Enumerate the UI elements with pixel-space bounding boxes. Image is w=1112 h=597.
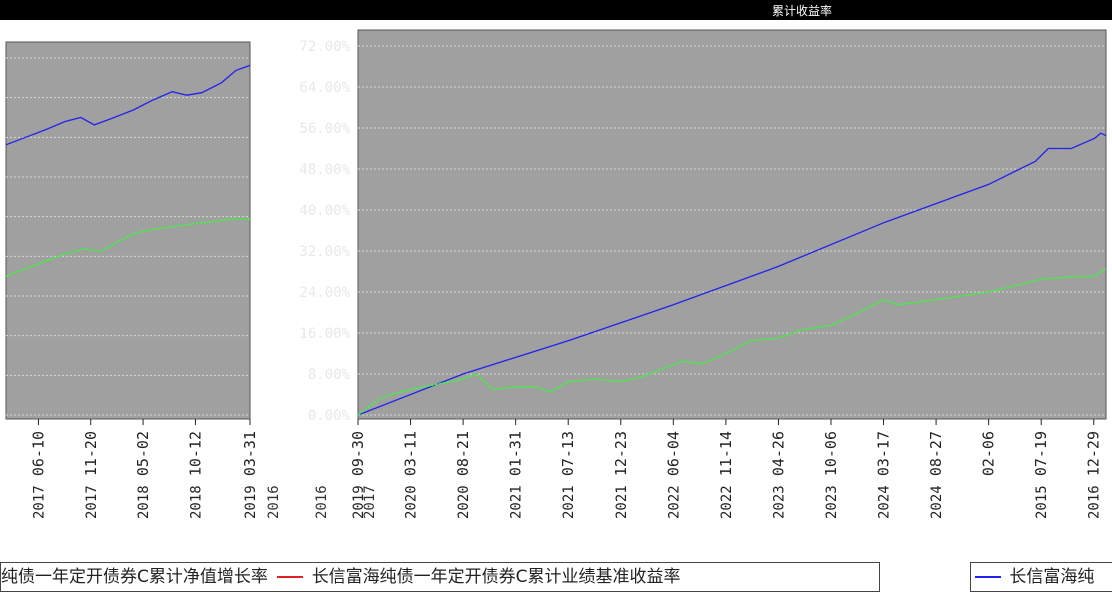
x-year-label: 2016 [266, 485, 282, 519]
left-panel: 06-10 2017 11-20 2017 05-02 2018 10-12 2018 03-3… [5, 41, 378, 519]
x-tick-label: 03-31 [241, 431, 259, 476]
x-year-label: 2022 [666, 485, 682, 519]
x-tick-label: 06-10 [29, 431, 47, 476]
x-year-label: 2015 [1034, 485, 1050, 519]
x-tick-label: 01-31 [507, 431, 525, 476]
x-tick-label: 08-27 [927, 431, 945, 476]
legend-benchmark-label: 长信富海纯债一年定开债券C累计业绩基准收益率 [311, 567, 681, 587]
x-year-label: 2018 [188, 485, 204, 519]
legend-red-swatch [277, 576, 304, 578]
x-tick-label: 03-17 [875, 431, 893, 476]
y-tick-label: 24.00% [299, 285, 350, 301]
y-tick-label: 72.00% [299, 39, 350, 55]
y-tick-label: 56.00% [299, 121, 350, 137]
legend-right-label: 长信富海纯 [1009, 567, 1095, 587]
x-tick-label: 12-29 [1085, 431, 1103, 476]
x-year-label: 2017 [362, 485, 378, 519]
main-plot-area [357, 29, 1107, 420]
x-year-label: 2018 [136, 485, 152, 519]
y-tick-label: 40.00% [299, 203, 350, 219]
x-tick-label: 10-06 [822, 431, 840, 476]
legend-blue-swatch [975, 576, 1001, 578]
x-year-label: 2019 [351, 485, 367, 519]
x-tick-label: 08-21 [454, 431, 472, 476]
x-tick-label: 12-23 [612, 431, 630, 476]
x-tick-label: 05-02 [134, 431, 152, 476]
x-tick-label: 07-13 [559, 431, 577, 476]
x-year-label: 2023 [824, 485, 840, 519]
y-tick-label: 48.00% [299, 162, 350, 178]
x-year-label: 2019 [243, 485, 259, 519]
y-tick-label: 16.00% [299, 326, 350, 342]
nav-series-line-main [357, 132, 1107, 416]
x-year-label: 2020 [404, 485, 420, 519]
benchmark-series-line-main [357, 268, 1107, 416]
benchmark-series-line-left [5, 218, 250, 277]
top-bar: 累计收益率 [0, 0, 1112, 20]
x-tick-label: 11-20 [82, 431, 100, 476]
legend-left: 纯债一年定开债券C累计净值增长率 长信富海纯债一年定开债券C累计业绩基准收益率 [0, 562, 880, 592]
y-tick-label: 64.00% [299, 80, 350, 96]
x-year-label: 2021 [509, 485, 525, 519]
nav-series-line-left [5, 64, 251, 146]
x-tick-label: 06-04 [664, 431, 682, 476]
x-tick-label: 07-19 [1032, 431, 1050, 476]
x-year-label: 2021 [561, 485, 577, 519]
y-tick-label: 32.00% [299, 244, 350, 260]
x-year-label: 2020 [456, 485, 472, 519]
x-year-label: 2021 [614, 485, 630, 519]
y-tick-label: 8.00% [308, 367, 351, 383]
x-tick-label: 03-11 [402, 431, 420, 476]
x-year-label: 2017 [84, 485, 100, 519]
y-tick-label: 0.00% [308, 408, 351, 424]
left-plot-area [5, 41, 251, 420]
cumulative-return-chart: 06-10 2017 11-20 2017 05-02 2018 10-12 2018 03-3… [5, 29, 1107, 519]
x-tick-label: 09-30 [349, 431, 367, 476]
x-tick-label: 02-06 [980, 431, 998, 476]
x-year-label: 2024 [929, 485, 945, 519]
x-year-label: 2022 [719, 485, 735, 519]
x-year-label: 2016 [314, 485, 330, 519]
legend-nav-label: 纯债一年定开债券C累计净值增长率 [1, 567, 268, 587]
x-year-label: 2024 [877, 485, 893, 519]
legend-right: 长信富海纯 [970, 562, 1112, 592]
x-year-label: 2017 [31, 485, 47, 519]
x-tick-label: 11-14 [717, 431, 735, 476]
x-tick-label: 10-12 [186, 431, 204, 476]
x-year-label: 2023 [771, 485, 787, 519]
main-panel: 72.00% 64.00% 56.00% 48.00% 40.00% 32.00% 24.0… [299, 29, 1107, 519]
x-year-label: 2016 [1087, 485, 1103, 519]
chart-header-text: 累计收益率 [772, 4, 833, 18]
x-tick-label: 04-26 [769, 431, 787, 476]
